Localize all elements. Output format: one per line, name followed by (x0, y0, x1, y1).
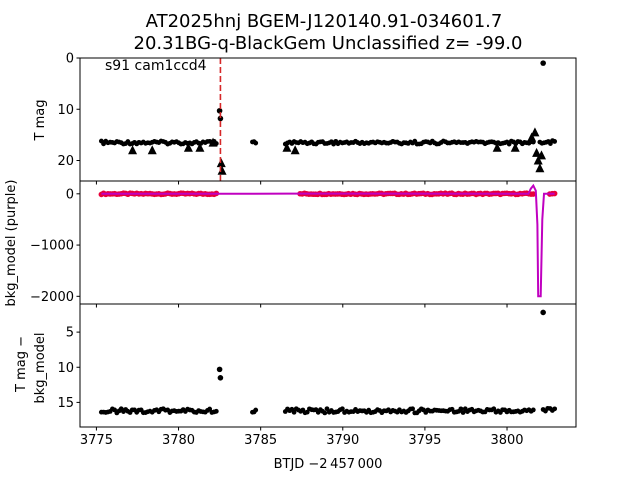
top-data-point (217, 115, 224, 122)
bottom-data-point (324, 406, 330, 412)
top-y-axis-label: T mag (33, 100, 48, 142)
middle-y-axis-label: bkg_model (purple) (4, 180, 19, 307)
chart-title-line2: 20.31BG-q-BlackGem Unclassified z= -99.0 (134, 33, 523, 54)
upper-limit-marker (533, 155, 543, 165)
bottom-data-point (339, 406, 345, 412)
x-tick-label: 3780 (162, 433, 195, 448)
upper-limit-marker (216, 158, 226, 168)
bottom-data-point (458, 406, 464, 412)
top-data-point (552, 139, 558, 144)
top-y-tick-label: 0 (66, 52, 74, 67)
middle-data-point (551, 190, 558, 197)
x-tick-label: 3785 (244, 433, 277, 448)
bottom-data-point (213, 408, 219, 414)
middle-y-tick-label: −1000 (30, 239, 74, 254)
top-data-point (253, 140, 259, 146)
upper-limit-marker (147, 145, 157, 155)
middle-plot-area (98, 183, 558, 298)
upper-limit-marker (510, 142, 520, 152)
upper-limit-marker (532, 147, 542, 157)
upper-limit-marker (183, 142, 193, 152)
bottom-y-tick-label: 15 (57, 396, 74, 411)
top-data-point (216, 107, 223, 114)
bottom-y-tick-label: 10 (57, 361, 74, 376)
x-tick-label: 3775 (80, 433, 113, 448)
middle-panel: 0 −1000 −2000 (30, 180, 577, 308)
upper-limit-marker (217, 165, 227, 175)
bottom-data-point (207, 406, 213, 412)
x-axis-label: BTJD −2 457 000 (274, 457, 383, 472)
bottom-data-point (216, 366, 223, 373)
upper-limit-marker (290, 145, 300, 155)
bottom-data-point (540, 309, 546, 316)
bottom-data-point (460, 410, 466, 415)
bottom-data-point (253, 407, 259, 413)
bottom-data-point (322, 410, 328, 416)
bottom-data-point (410, 406, 415, 412)
upper-limit-marker (128, 145, 138, 155)
bottom-y-axis-label-line1: T mag − (14, 336, 29, 393)
bottom-frame (79, 303, 577, 428)
bottom-data-point (530, 407, 536, 413)
middle-y-tick-label: 0 (66, 187, 74, 202)
bottom-y-tick-label: 5 (66, 326, 74, 341)
upper-limit-marker (527, 132, 537, 142)
top-panel: 0 10 20 (57, 52, 577, 185)
upper-limit-marker (492, 142, 502, 152)
upper-limit-marker (535, 163, 545, 173)
upper-limit-marker (195, 142, 205, 152)
upper-limit-marker (537, 150, 547, 160)
bottom-data-point (291, 409, 297, 415)
top-plot-area (98, 58, 558, 181)
upper-limit-marker (208, 137, 218, 147)
x-tick-label: 3800 (490, 433, 523, 448)
top-annotation: s91 cam1ccd4 (105, 58, 207, 74)
bkg-model-curve (101, 183, 555, 298)
top-y-tick-label: 10 (57, 103, 74, 118)
top-y-tick-label: 20 (57, 154, 74, 169)
upper-limit-marker (530, 127, 540, 137)
x-tick-label: 3795 (408, 433, 441, 448)
x-tick-label: 3790 (326, 433, 359, 448)
bottom-plot-area (98, 309, 558, 416)
chart-title-line1: AT2025hnj BGEM-J120140.91-034601.7 (146, 11, 503, 32)
middle-data-point (530, 191, 537, 197)
top-data-point (540, 60, 546, 66)
bottom-data-point (552, 406, 558, 412)
bottom-panel: 5 10 15 3775 3780 3785 3790 3795 3800 (57, 303, 577, 448)
bottom-y-axis-label-line2: bkg_model (33, 332, 48, 403)
middle-y-tick-label: −2000 (30, 290, 74, 305)
upper-limit-marker (282, 142, 292, 152)
bottom-data-point (217, 375, 224, 381)
